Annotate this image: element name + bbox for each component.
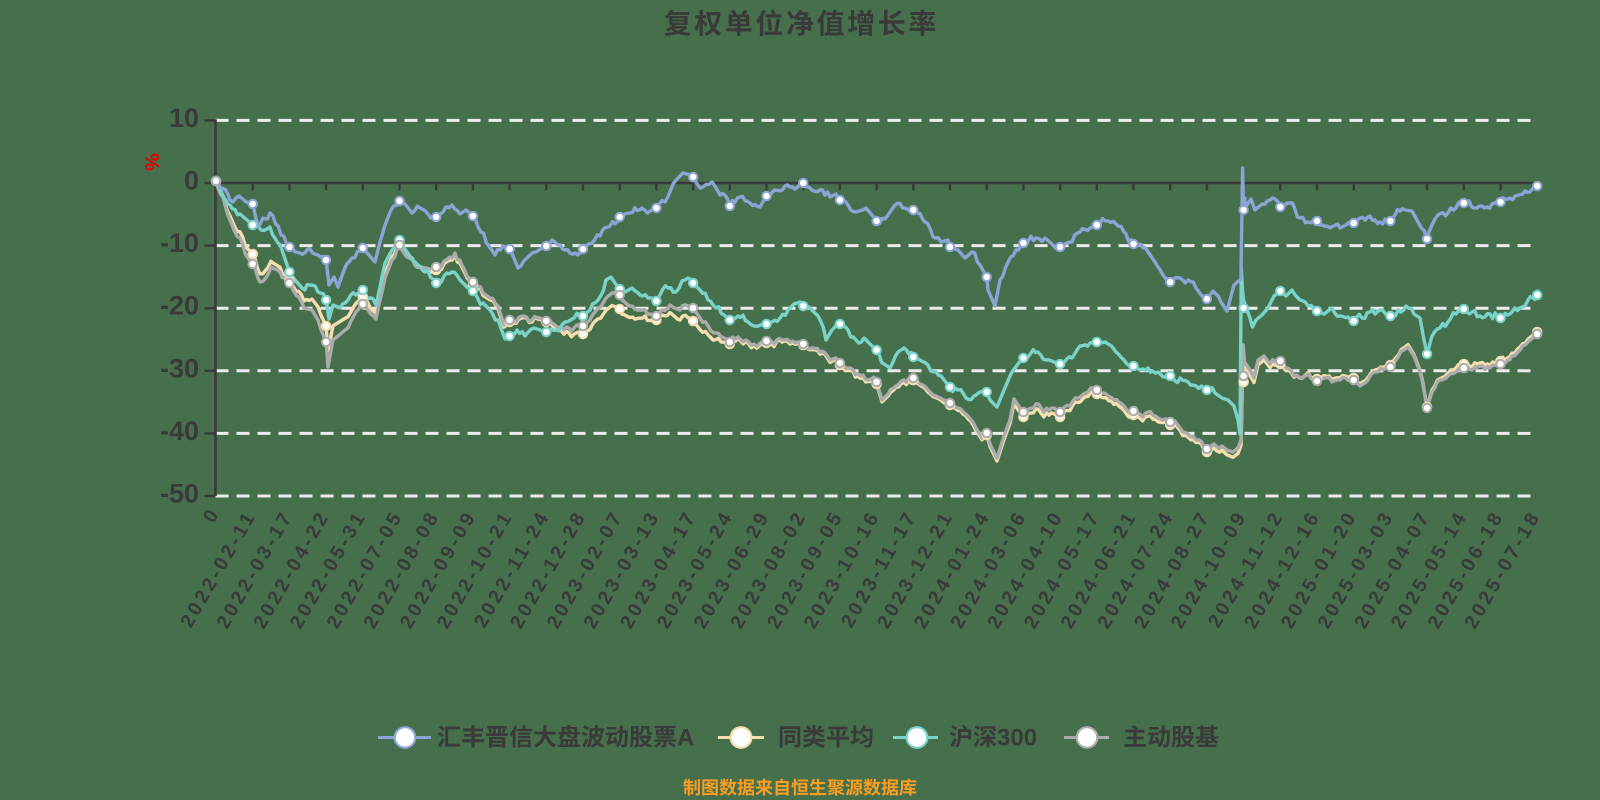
svg-text:A: A — [677, 725, 694, 752]
svg-text:-20: -20 — [160, 291, 199, 321]
svg-text:-40: -40 — [160, 416, 199, 446]
svg-text:0: 0 — [184, 166, 199, 196]
svg-text:-50: -50 — [160, 479, 199, 509]
svg-text:-10: -10 — [160, 228, 199, 258]
svg-text:%: % — [140, 153, 162, 171]
svg-text:300: 300 — [997, 725, 1037, 752]
svg-text:0: 0 — [199, 506, 223, 527]
svg-text:-30: -30 — [160, 353, 199, 383]
svg-text:10: 10 — [169, 103, 199, 133]
